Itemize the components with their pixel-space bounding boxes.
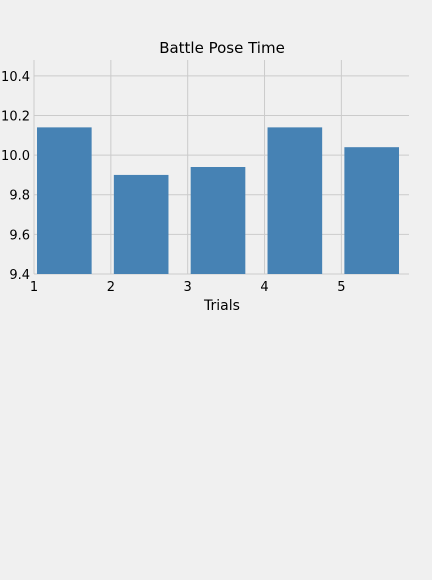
x-tick-label: 5 bbox=[337, 280, 345, 295]
bar-trial-4 bbox=[267, 127, 323, 275]
y-tick-label: 9.4 bbox=[9, 268, 30, 283]
x-tick-label: 2 bbox=[107, 280, 115, 295]
y-tick-label: 9.8 bbox=[9, 189, 30, 204]
y-tick-label: 10.2 bbox=[1, 109, 30, 124]
bar-trial-5 bbox=[344, 147, 400, 274]
y-tick-labels: 9.4 9.6 9.8 10.0 10.2 10.4 bbox=[1, 70, 30, 283]
y-tick-label: 10.0 bbox=[1, 149, 30, 164]
bar-trial-2 bbox=[113, 174, 169, 274]
x-tick-label: 1 bbox=[30, 280, 38, 295]
x-tick-labels: 1 2 3 4 5 bbox=[30, 280, 346, 295]
x-tick-label: 3 bbox=[184, 280, 192, 295]
chart-title: Battle Pose Time bbox=[159, 39, 285, 57]
bar-trial-3 bbox=[190, 167, 246, 274]
y-tick-label: 9.6 bbox=[9, 228, 30, 243]
grid-lines bbox=[33, 60, 409, 275]
y-tick-label: 10.4 bbox=[1, 70, 30, 85]
x-tick-label: 4 bbox=[260, 280, 268, 295]
bars bbox=[37, 127, 400, 275]
x-axis-label: Trials bbox=[203, 298, 240, 314]
bar-trial-1 bbox=[37, 127, 92, 275]
